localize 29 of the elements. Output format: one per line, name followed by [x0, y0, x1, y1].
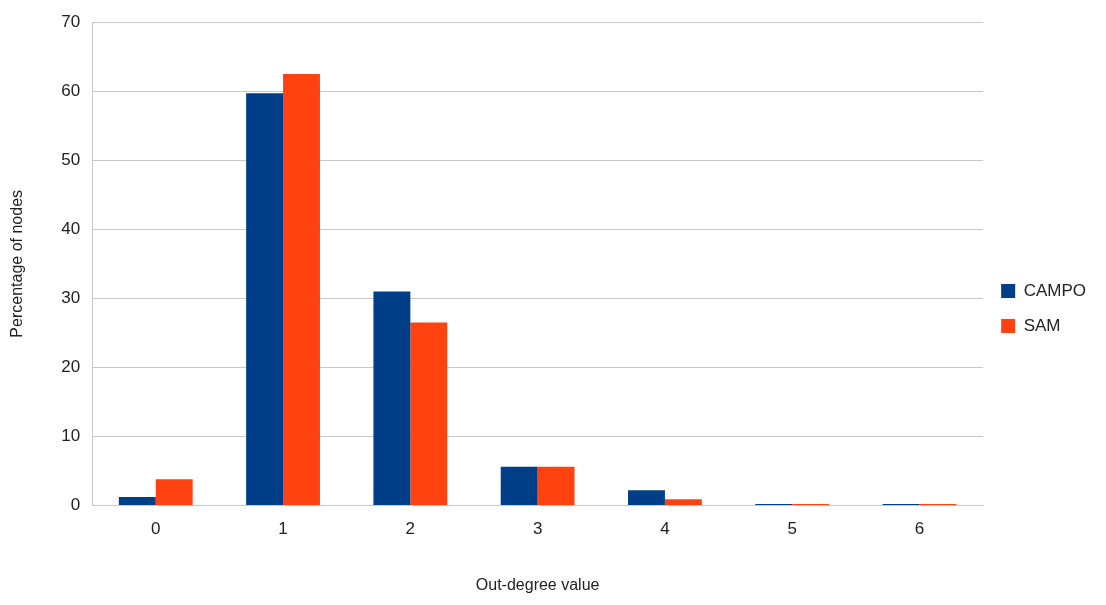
bar — [246, 93, 284, 505]
x-tick-label: 1 — [278, 519, 288, 539]
bar — [500, 466, 538, 505]
bar — [155, 479, 193, 505]
y-tick-label: 30 — [61, 288, 81, 307]
bar — [118, 497, 156, 505]
y-tick-label: 70 — [61, 11, 81, 31]
x-tick-label: 4 — [660, 519, 670, 539]
bar — [373, 291, 411, 505]
x-tick-label: 6 — [914, 519, 925, 539]
y-tick-label: 50 — [61, 149, 81, 169]
y-tick-label: 60 — [61, 80, 81, 100]
legend-label: CAMPO — [1023, 280, 1086, 300]
bar — [537, 466, 575, 505]
x-tick-label: 5 — [787, 519, 797, 539]
x-tick-label: 3 — [532, 519, 543, 539]
bar — [283, 73, 320, 505]
bar — [628, 490, 665, 505]
bar — [664, 499, 702, 505]
x-tick-label: 2 — [405, 519, 416, 539]
y-tick-label: 10 — [61, 426, 81, 446]
bar — [410, 322, 448, 505]
legend-label: SAM — [1023, 315, 1061, 335]
y-tick-label: 0 — [70, 495, 81, 515]
x-tick-label: 0 — [151, 519, 161, 539]
y-tick-label: 40 — [61, 218, 81, 238]
y-tick-label: 20 — [61, 357, 81, 377]
y-axis-title: Percentage of nodes — [8, 189, 26, 338]
x-axis-title: Out-degree value — [475, 575, 600, 593]
